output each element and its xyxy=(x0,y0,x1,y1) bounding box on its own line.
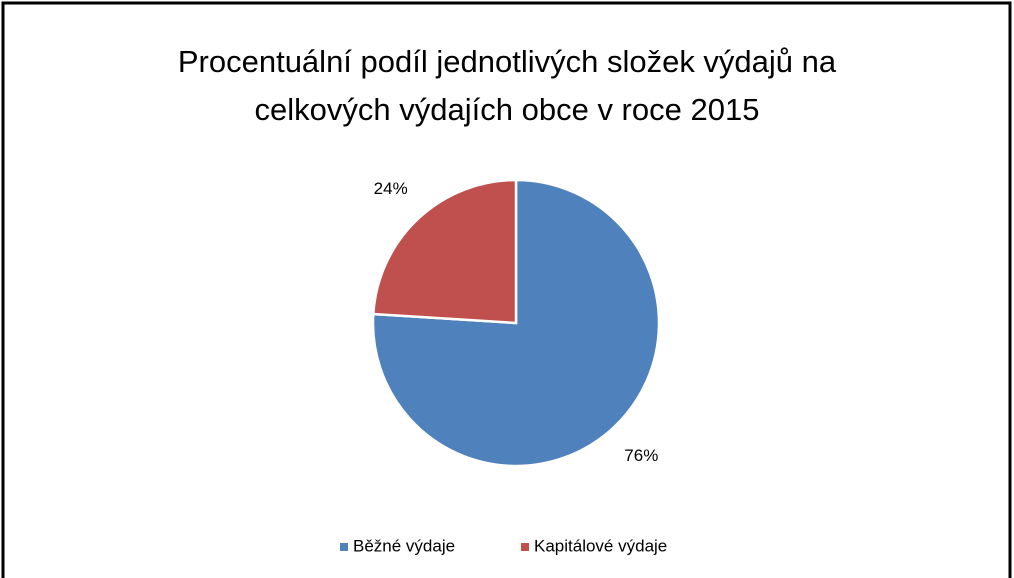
legend-swatch xyxy=(521,543,529,551)
pie-slice xyxy=(371,178,518,325)
pie-slice xyxy=(371,178,661,468)
legend-label: Běžné výdaje xyxy=(353,536,455,555)
legend-swatch xyxy=(340,543,348,551)
data-label: 24% xyxy=(374,179,408,198)
legend-label: Kapitálové výdaje xyxy=(534,536,667,555)
data-label: 76% xyxy=(624,446,658,465)
chart-title: Procentuální podíl jednotlivých složek v… xyxy=(177,44,837,127)
